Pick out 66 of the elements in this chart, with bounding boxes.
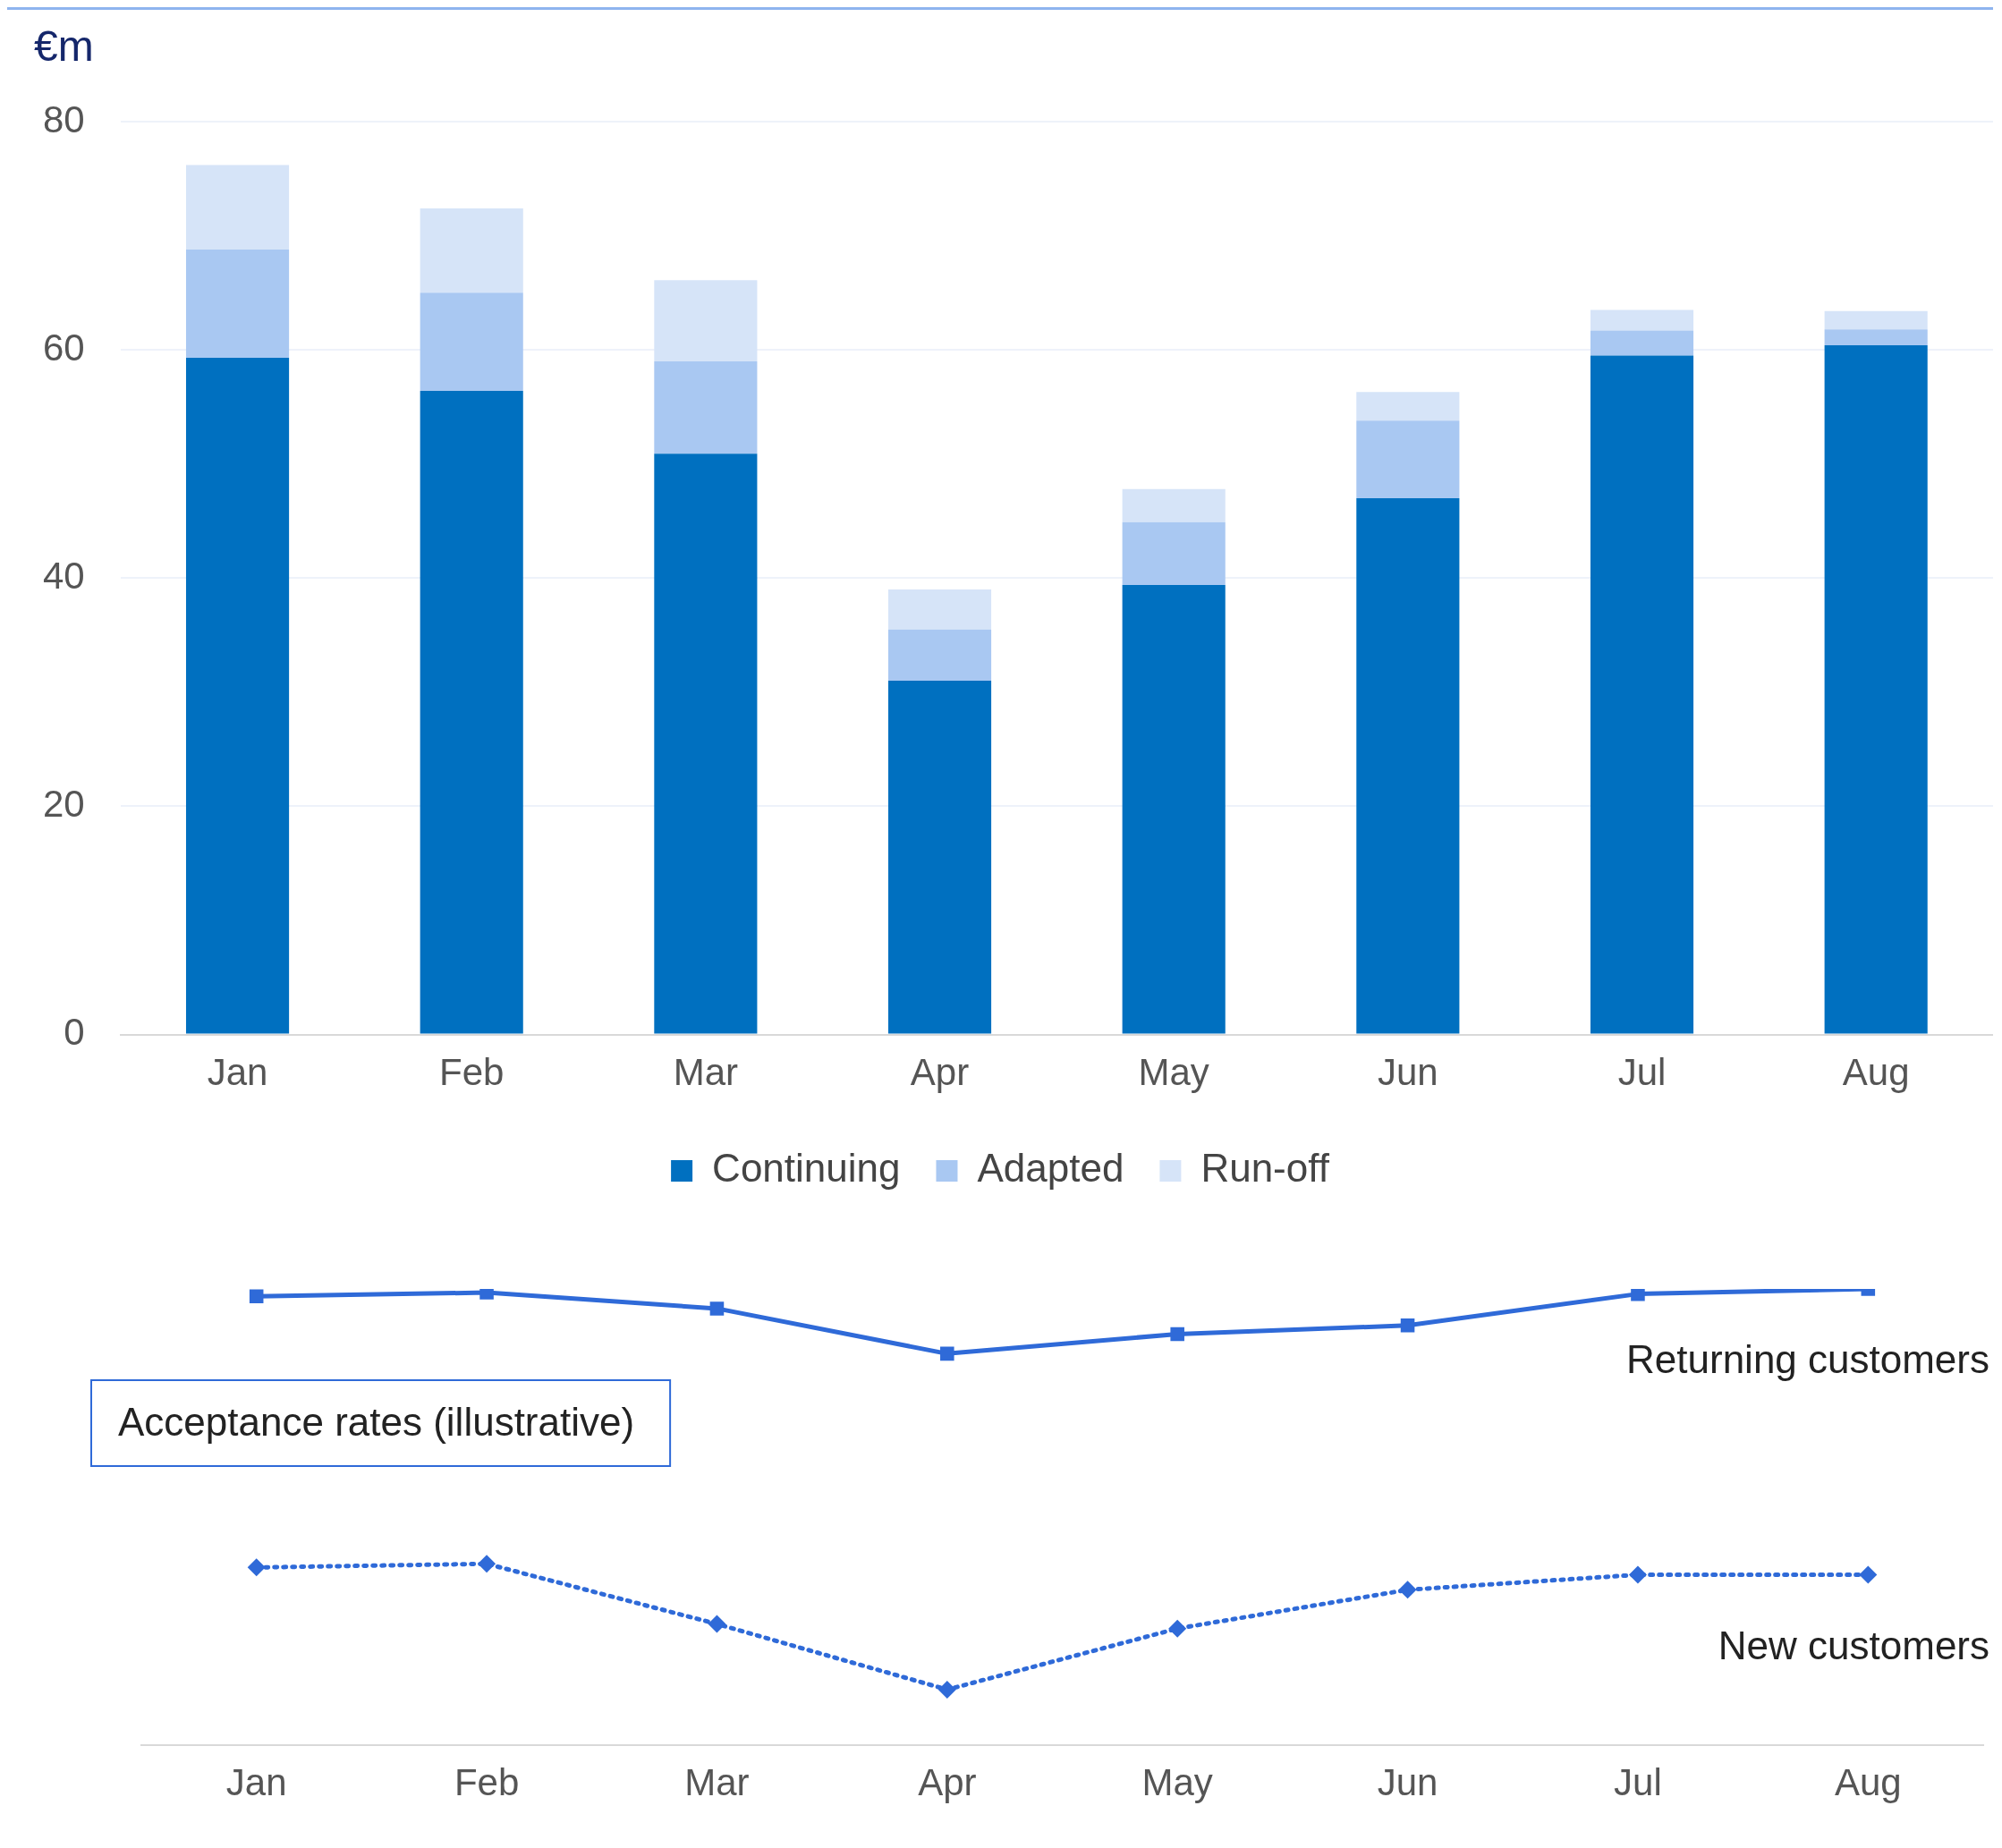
bar — [1356, 392, 1460, 421]
point — [1631, 1289, 1645, 1301]
point — [247, 1558, 266, 1577]
point — [1168, 1619, 1187, 1638]
bar — [1590, 330, 1694, 356]
bar — [1590, 309, 1694, 331]
x-tick-label: Apr — [918, 1761, 977, 1804]
x-tick-label: Aug — [1842, 1051, 1910, 1094]
legend-label: Continuing — [712, 1146, 901, 1191]
y-axis-title: €m — [34, 22, 94, 71]
y-tick-label: 40 — [43, 554, 85, 597]
text: Acceptance rates (illustrative) — [118, 1400, 635, 1445]
point — [708, 1615, 726, 1633]
x-tick-label: May — [1141, 1761, 1213, 1804]
bar — [185, 249, 290, 359]
x-tick-label: Mar — [684, 1761, 750, 1804]
point — [249, 1289, 264, 1303]
point — [937, 1680, 956, 1699]
bar — [1824, 329, 1928, 346]
bar — [654, 454, 758, 1034]
series-label: Returning customers — [1626, 1337, 1989, 1382]
y-tick-label: 0 — [64, 1011, 85, 1054]
x-tick-label: Jul — [1614, 1761, 1662, 1804]
point — [709, 1301, 725, 1316]
bar — [654, 360, 758, 454]
bar — [1356, 498, 1460, 1034]
x-tick-label: Jun — [1377, 1051, 1438, 1094]
bar — [420, 208, 523, 293]
bar — [1824, 310, 1928, 330]
legend-label: Adapted — [977, 1146, 1124, 1191]
point — [1170, 1327, 1184, 1342]
point — [1628, 1565, 1647, 1584]
point — [1859, 1565, 1878, 1584]
y-tick-label: 60 — [43, 326, 85, 369]
y-tick-label: 20 — [43, 783, 85, 826]
x-tick-label: Jan — [225, 1761, 287, 1804]
x-tick-label: May — [1138, 1051, 1209, 1094]
bar — [185, 165, 290, 250]
x-tick-label: Feb — [454, 1761, 520, 1804]
bar — [887, 629, 992, 682]
bar — [1122, 488, 1226, 522]
point — [478, 1555, 496, 1573]
x-tick-label: Jul — [1617, 1051, 1667, 1094]
x-tick-label: Aug — [1834, 1761, 1902, 1804]
bar — [887, 681, 992, 1034]
x-tick-label: Apr — [910, 1051, 970, 1094]
bar — [420, 292, 523, 392]
y-tick-label: 80 — [43, 97, 85, 140]
x-tick-label: Mar — [673, 1051, 739, 1094]
x-tick-label: Jun — [1377, 1761, 1438, 1804]
bar — [1824, 345, 1928, 1034]
bar — [1122, 521, 1226, 585]
bar — [887, 589, 992, 630]
bar — [1122, 584, 1226, 1034]
bar — [1356, 420, 1460, 498]
bar — [1590, 355, 1694, 1034]
point — [940, 1346, 954, 1361]
legend-label: Run-off — [1200, 1146, 1330, 1191]
series-label: New customers — [1718, 1623, 1989, 1667]
x-tick-label: Jan — [207, 1051, 268, 1094]
bar — [185, 358, 290, 1034]
point — [1398, 1581, 1417, 1599]
point — [1400, 1318, 1415, 1333]
bar — [654, 280, 758, 361]
bar — [420, 391, 523, 1034]
x-tick-label: Feb — [439, 1051, 505, 1094]
